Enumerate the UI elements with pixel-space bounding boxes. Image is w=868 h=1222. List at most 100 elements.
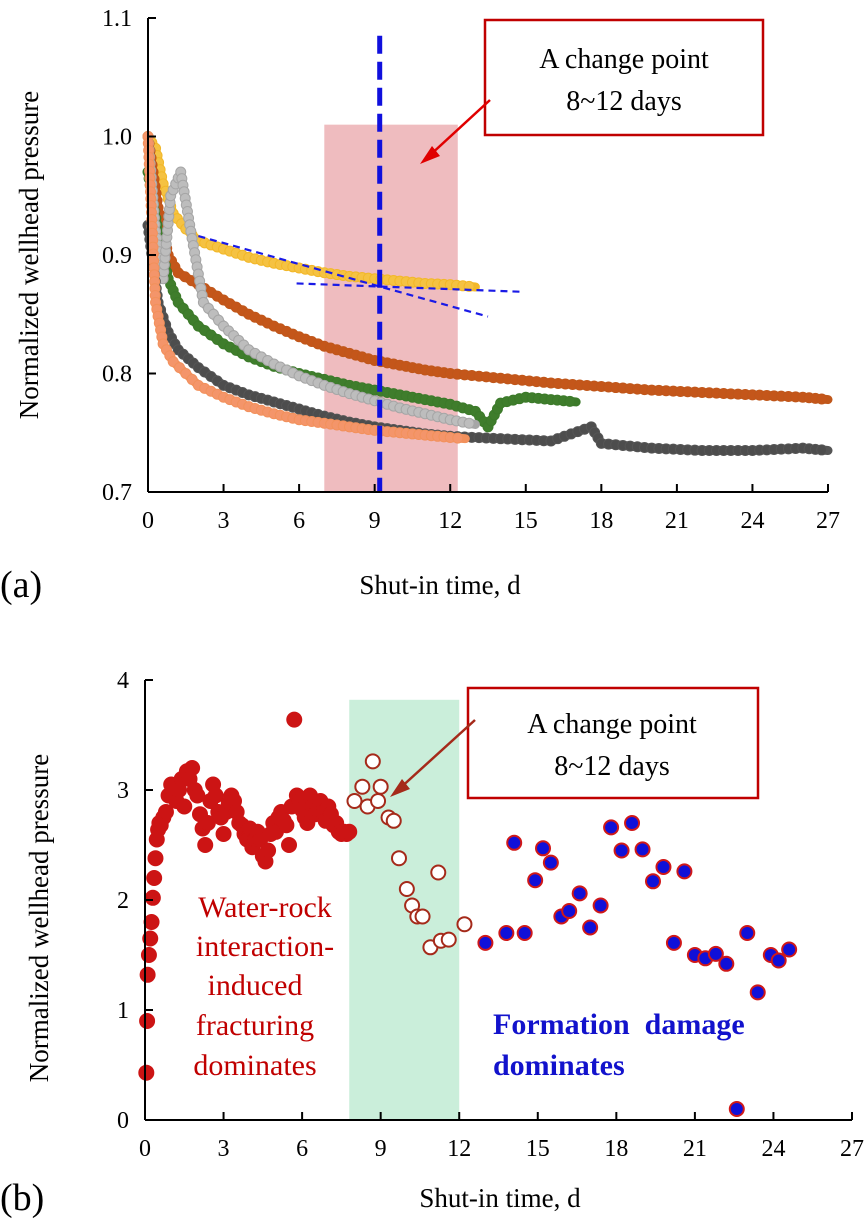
panel-a-callout-arrowhead <box>420 146 440 164</box>
early-point <box>286 711 303 728</box>
transition-point <box>364 753 381 770</box>
panel-a-label: (a) <box>0 564 42 606</box>
early-point <box>143 914 160 930</box>
left-annotation-line5: dominates <box>193 1049 316 1082</box>
left-annotation-line4: fracturing <box>196 1009 314 1042</box>
transition-point <box>398 881 415 897</box>
transition-point <box>456 916 473 933</box>
panel-a-y-tick-label: 0.8 <box>102 362 132 388</box>
late-point <box>739 925 756 941</box>
trend-line <box>296 282 521 293</box>
late-point <box>718 955 735 972</box>
panel-b-callout-line1: A change point <box>527 709 697 740</box>
late-point <box>527 872 544 889</box>
panel-a-series-group <box>142 131 833 457</box>
panel-a-axes <box>147 17 829 493</box>
panel-b-callout-line2: 8~12 days <box>554 751 669 782</box>
early-point <box>281 837 298 853</box>
series-point <box>564 395 576 407</box>
transition-point <box>370 793 387 809</box>
late-point <box>542 854 559 871</box>
late-point <box>624 815 641 831</box>
late-point <box>613 842 630 859</box>
series-point <box>816 444 828 456</box>
late-point <box>516 925 533 941</box>
panel-b-callout-arrowhead <box>390 779 410 797</box>
late-point <box>603 819 620 836</box>
panel-b-y-tick-label: 2 <box>117 888 129 914</box>
series-point <box>463 417 475 429</box>
panel-a-callout-line2: 8~12 days <box>566 86 681 117</box>
late-point <box>571 885 588 902</box>
panel-b-axes <box>144 679 853 1121</box>
early-point <box>144 889 161 906</box>
panel-a-x-tick-label: 9 <box>369 508 381 534</box>
late-point <box>592 897 609 914</box>
transition-point <box>390 850 407 867</box>
early-point <box>184 760 201 776</box>
early-point <box>142 930 159 947</box>
late-point <box>781 941 798 958</box>
early-point <box>138 1064 155 1081</box>
late-point <box>582 919 599 936</box>
early-point <box>176 798 193 815</box>
panel-a-y-tick-label: 1.1 <box>102 6 132 32</box>
right-annotation-line1: Formation damage <box>493 1008 745 1041</box>
panel-a-y-axis-title: Normalized wellhead pressure <box>14 91 44 419</box>
panel-b-callout-box <box>466 686 760 800</box>
early-point <box>140 947 157 963</box>
panel-b-x-tick-label: 9 <box>375 1136 387 1162</box>
late-point <box>707 945 724 962</box>
late-point <box>644 873 661 890</box>
late-point <box>477 934 494 951</box>
transition-point <box>440 931 457 948</box>
late-point <box>498 925 515 941</box>
series-point <box>452 432 464 444</box>
panel-a-x-tick-label: 15 <box>514 508 538 534</box>
early-point <box>139 966 156 983</box>
late-point <box>655 859 672 875</box>
early-point <box>157 804 174 820</box>
panel-b-x-tick-label: 0 <box>139 1136 151 1162</box>
early-point <box>260 842 277 859</box>
panel-a-callout-arrow <box>427 99 491 158</box>
panel-a-callout: A change point 8~12 days <box>420 18 765 164</box>
late-point <box>506 834 523 851</box>
series-point <box>816 393 828 405</box>
late-point <box>676 863 693 880</box>
panel-b-highlight-region <box>349 699 460 1120</box>
transition-point <box>346 793 363 809</box>
panel-b-x-tick-label: 27 <box>840 1136 864 1162</box>
late-point <box>561 903 578 919</box>
panel-b-y-tick-label: 4 <box>117 668 129 694</box>
early-point <box>146 870 163 886</box>
panel-a-x-tick-label: 27 <box>816 508 840 534</box>
transition-point <box>354 778 371 795</box>
panel-b-label: (b) <box>0 1177 44 1219</box>
right-annotation-line2: dominates <box>493 1049 625 1082</box>
left-annotation-line3: induced <box>208 969 303 1002</box>
late-point <box>749 984 766 1001</box>
panel-a-x-tick-label: 24 <box>740 508 764 534</box>
late-point <box>770 952 787 969</box>
panel-b-x-tick-label: 6 <box>296 1136 308 1162</box>
panel-b-x-tick-label: 15 <box>526 1136 550 1162</box>
panel-a-callout-box <box>483 18 765 137</box>
panel-a-x-tick-label: 6 <box>293 508 305 534</box>
transition-point <box>385 812 402 829</box>
early-point <box>147 850 164 867</box>
panel-b-y-tick-label: 0 <box>117 1108 129 1134</box>
late-point <box>728 1101 745 1117</box>
panel-a-x-tick-label: 12 <box>438 508 462 534</box>
panel-a-y-tick-label: 1.0 <box>102 125 132 151</box>
panel-b-callout: A change point 8~12 days <box>390 686 760 800</box>
late-point <box>535 840 552 857</box>
panel-a-x-tick-label: 3 <box>218 508 230 534</box>
panel-a-trend-lines <box>198 234 521 318</box>
early-point <box>278 817 295 834</box>
panel-a-x-tick-label: 0 <box>142 508 154 534</box>
panel-b-x-tick-label: 18 <box>604 1136 628 1162</box>
